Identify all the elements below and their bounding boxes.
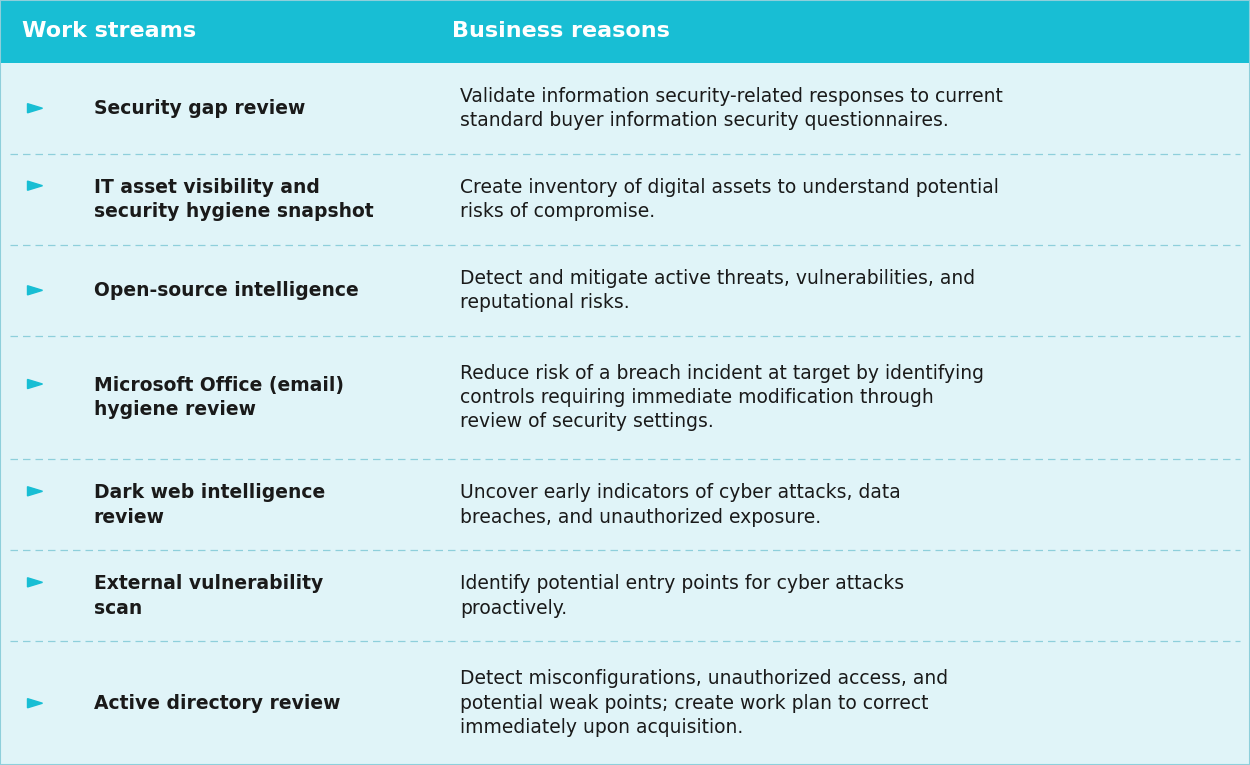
Text: Active directory review: Active directory review [94,694,340,713]
Text: Dark web intelligence
review: Dark web intelligence review [94,483,325,526]
Text: Create inventory of digital assets to understand potential
risks of compromise.: Create inventory of digital assets to un… [460,177,999,221]
Polygon shape [28,487,43,496]
Bar [0,154,1250,245]
Polygon shape [28,104,43,113]
Bar [0,551,1250,642]
Text: Uncover early indicators of cyber attacks, data
breaches, and unauthorized expos: Uncover early indicators of cyber attack… [460,483,901,526]
Text: Reduce risk of a breach incident at target by identifying
controls requiring imm: Reduce risk of a breach incident at targ… [460,364,984,431]
Bar [0,336,1250,459]
Text: Work streams: Work streams [22,21,196,41]
Text: Business reasons: Business reasons [452,21,670,41]
Polygon shape [28,286,43,295]
Bar [0,642,1250,765]
Text: Security gap review: Security gap review [94,99,305,118]
Bar [0,63,1250,154]
Bar [0,0,1250,63]
Bar [0,245,1250,336]
Polygon shape [28,698,43,708]
Polygon shape [28,181,43,190]
Text: Detect and mitigate active threats, vulnerabilities, and
reputational risks.: Detect and mitigate active threats, vuln… [460,269,975,312]
Polygon shape [28,578,43,587]
Text: IT asset visibility and
security hygiene snapshot: IT asset visibility and security hygiene… [94,177,374,221]
Text: Identify potential entry points for cyber attacks
proactively.: Identify potential entry points for cybe… [460,575,904,617]
Text: Open-source intelligence: Open-source intelligence [94,281,359,300]
Polygon shape [28,379,43,389]
Text: External vulnerability
scan: External vulnerability scan [94,575,322,617]
Text: Microsoft Office (email)
hygiene review: Microsoft Office (email) hygiene review [94,376,344,419]
Bar [0,459,1250,551]
Text: Validate information security-related responses to current
standard buyer inform: Validate information security-related re… [460,86,1003,130]
Text: Detect misconfigurations, unauthorized access, and
potential weak points; create: Detect misconfigurations, unauthorized a… [460,669,949,737]
